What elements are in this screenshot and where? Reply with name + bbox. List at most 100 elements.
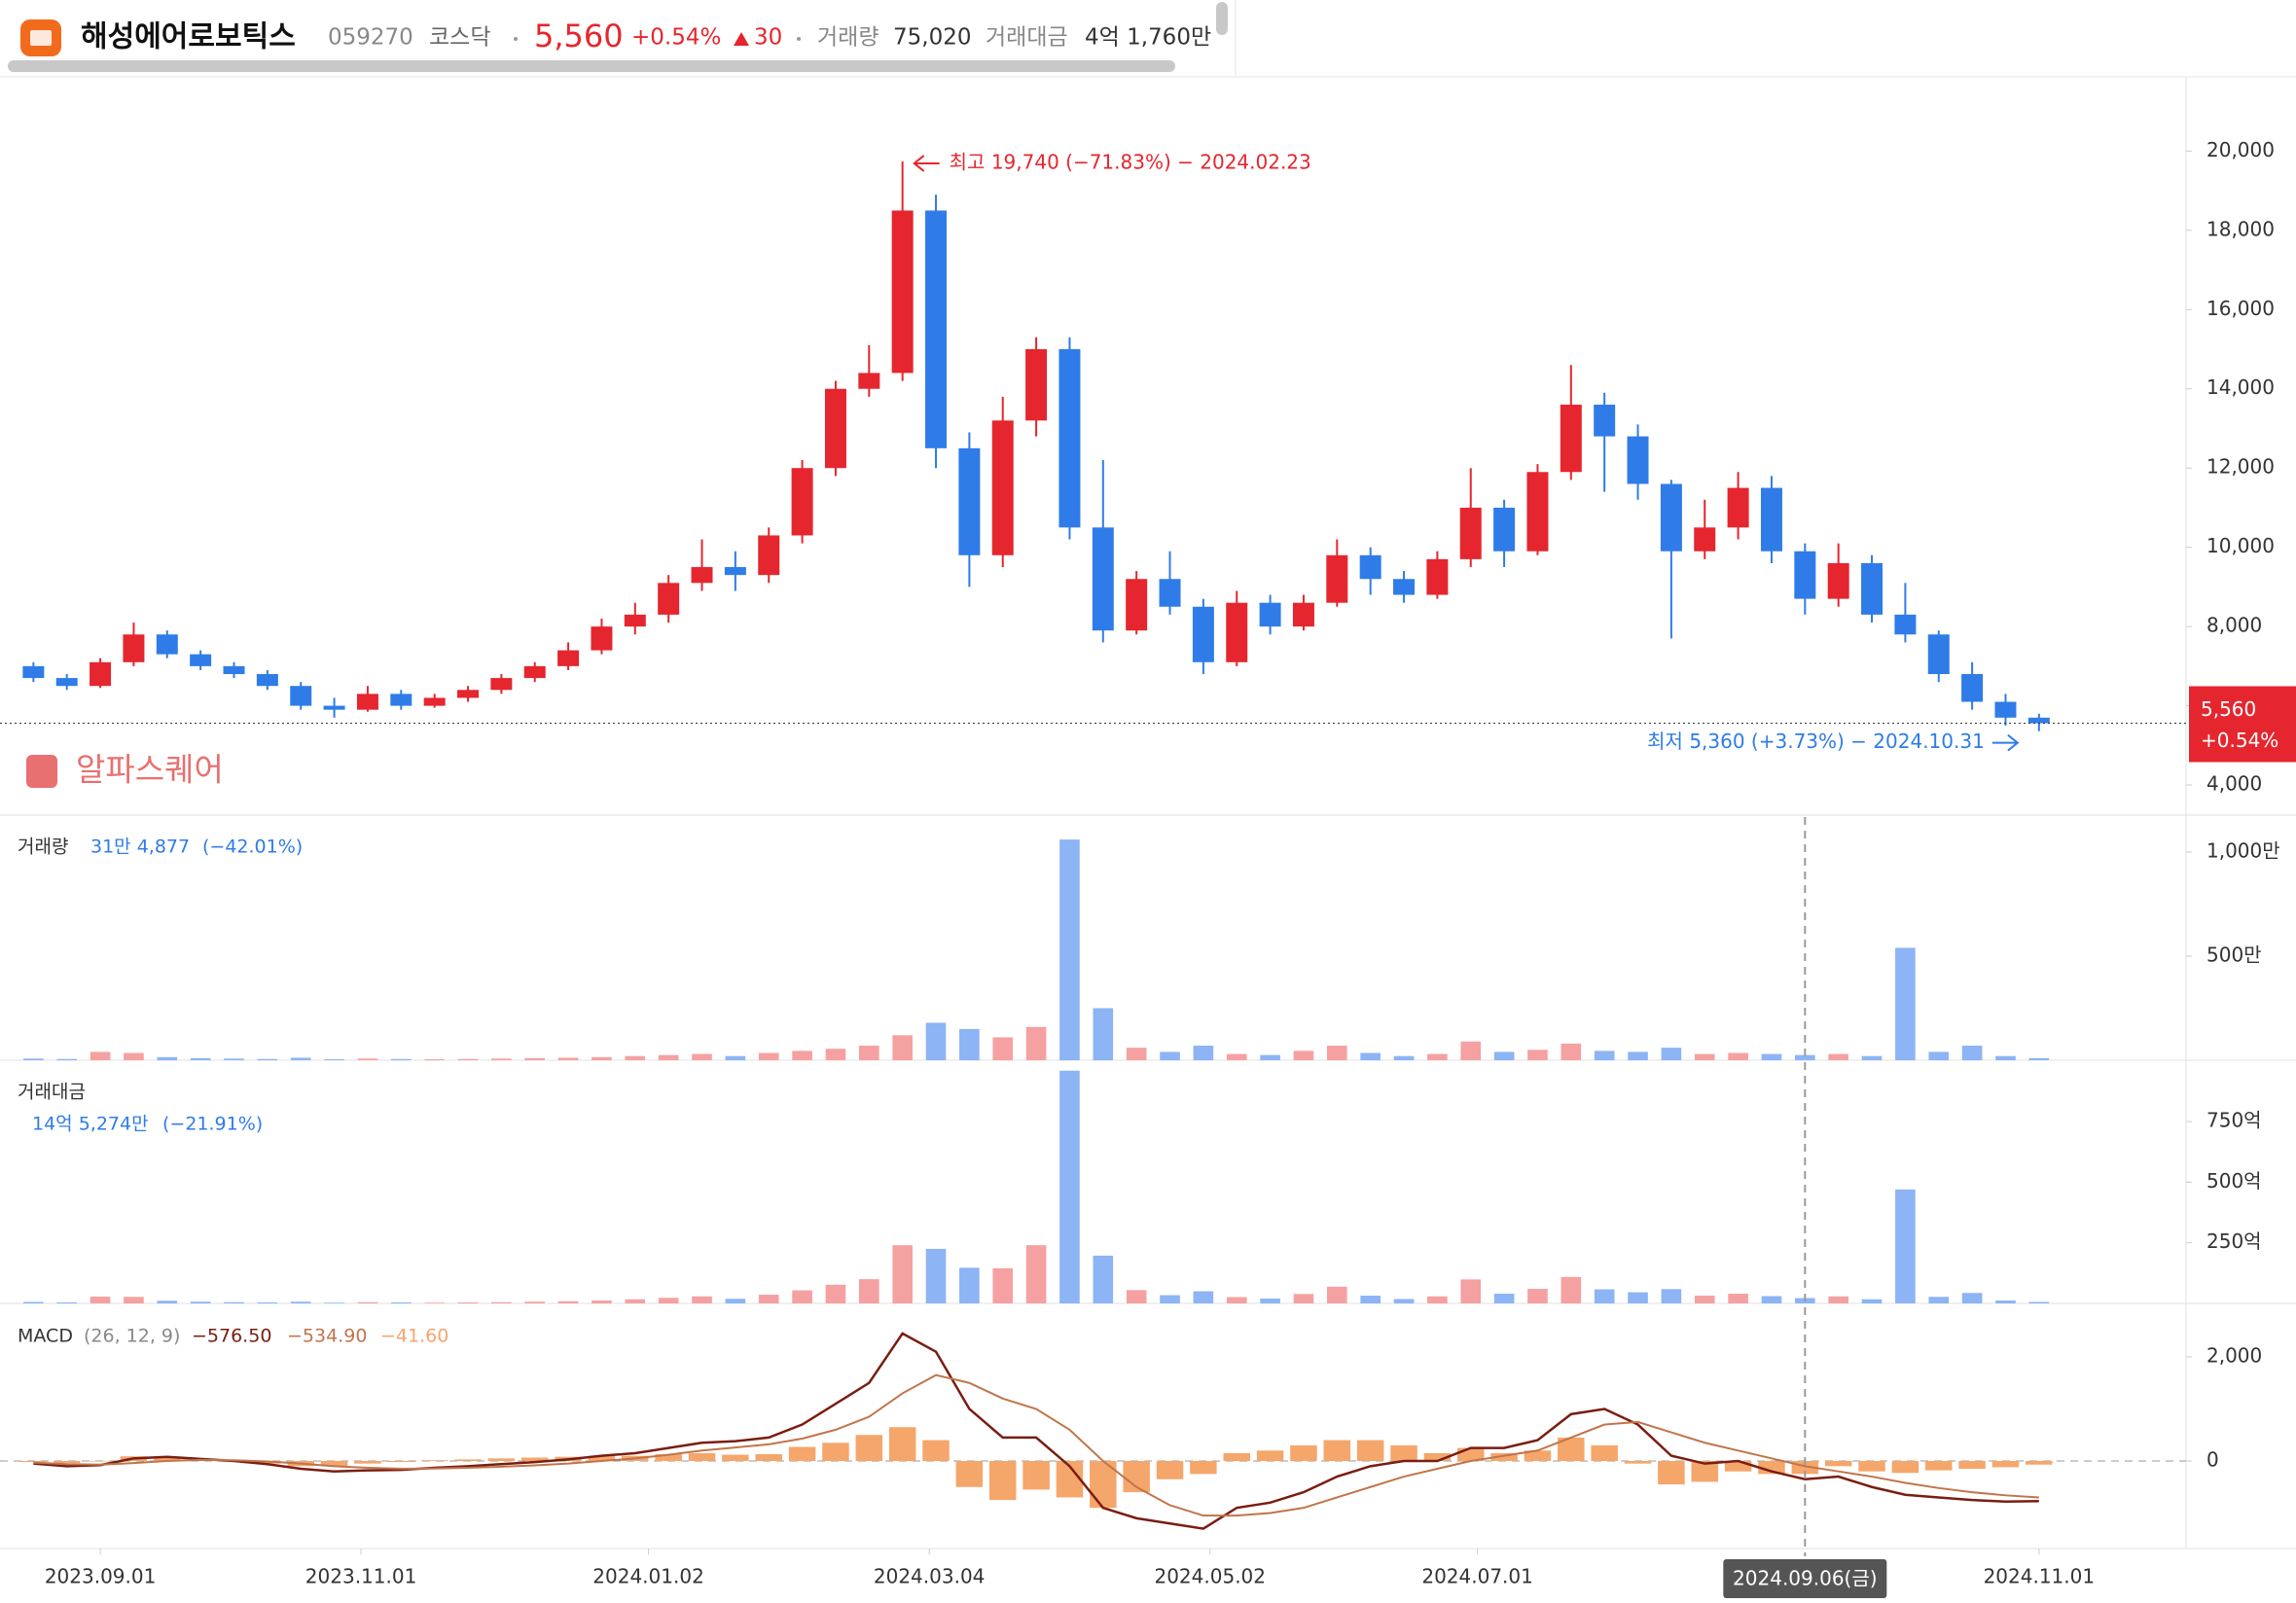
- volume-bar: [1025, 1026, 1047, 1060]
- annotation-arrow: [913, 155, 940, 172]
- volume-bar: [758, 1052, 779, 1060]
- volume-bar: [892, 1035, 913, 1060]
- last-change-label: +0.54%: [2201, 729, 2278, 752]
- macd-histogram: [955, 1460, 984, 1487]
- candle-body: [1927, 634, 1950, 674]
- x-tick-label: 2024.07.01: [1421, 1565, 1533, 1588]
- volume-bar: [992, 1037, 1014, 1060]
- candle-body: [1827, 562, 1849, 599]
- x-tick-label: 2023.11.01: [305, 1565, 417, 1588]
- volume-bar: [1561, 1043, 1582, 1060]
- trading_value-bar: [1360, 1296, 1381, 1303]
- macd-histogram: [420, 1460, 448, 1461]
- volume-bar: [157, 1056, 178, 1060]
- trading_value-bar: [1661, 1289, 1682, 1303]
- trading_value-bar: [1393, 1299, 1415, 1303]
- volume-bar: [1895, 947, 1916, 1060]
- trading_value-bar: [357, 1301, 378, 1303]
- candle-body: [1694, 527, 1716, 552]
- macd-histogram: [354, 1460, 381, 1464]
- macd-legend: −534.90: [287, 1326, 367, 1347]
- trading_value-bar: [692, 1296, 712, 1303]
- macd-histogram: [1223, 1452, 1250, 1461]
- x-tick-label: 2023.09.01: [45, 1565, 157, 1588]
- volume-bar: [1093, 1008, 1114, 1060]
- trading_value-bar: [992, 1267, 1014, 1303]
- macd-histogram: [822, 1443, 849, 1461]
- y-tick-label: 2,000: [2206, 1343, 2262, 1367]
- market: 코스닥: [429, 25, 490, 51]
- trading_value-bar: [56, 1302, 78, 1303]
- trading_value-bar: [1928, 1297, 1950, 1303]
- trading_value-bar: [1828, 1296, 1848, 1303]
- stock-name: 해성에어로보틱스: [81, 20, 296, 54]
- y-tick-label: 500만: [2206, 943, 2262, 966]
- trading_value-bar: [324, 1302, 344, 1303]
- candle-body: [1292, 602, 1314, 627]
- volume-bar: [692, 1053, 712, 1060]
- change-percent: +0.54%: [631, 25, 721, 51]
- macd-histogram: [1524, 1450, 1552, 1461]
- trading_value-bar: [1628, 1292, 1648, 1303]
- y-tick-label: 14,000: [2206, 375, 2275, 399]
- macd-histogram: [2026, 1460, 2053, 1465]
- candle-body: [1560, 405, 1582, 473]
- macd-histogram: [1691, 1460, 1718, 1482]
- macd-line: [33, 1373, 2039, 1517]
- trading_value-bar: [257, 1302, 278, 1303]
- candle-body: [523, 665, 546, 679]
- volume-bar: [1460, 1041, 1482, 1060]
- y-tick-label: 10,000: [2206, 534, 2275, 557]
- trading_value-bar: [1093, 1255, 1114, 1303]
- volume-bar: [1694, 1053, 1715, 1060]
- trading_value-bar: [1427, 1296, 1448, 1303]
- volume-bar: [224, 1058, 244, 1060]
- trading_value-bar: [1226, 1297, 1247, 1303]
- candle-body: [791, 468, 813, 536]
- last-price-box: [2189, 686, 2296, 763]
- volume-bar: [90, 1051, 111, 1060]
- trading_value-bar: [157, 1300, 178, 1303]
- macd-histogram: [1925, 1460, 1953, 1471]
- scrollbar[interactable]: [8, 60, 1175, 72]
- volume-bar: [56, 1058, 78, 1060]
- y-tick-label: 18,000: [2206, 217, 2275, 240]
- candle-body: [123, 634, 145, 662]
- macd-histogram: [1490, 1452, 1518, 1461]
- candle-body: [1727, 487, 1749, 528]
- stock-code: 059270: [328, 25, 413, 51]
- candle-body: [1226, 602, 1248, 662]
- trading_value-bar: [390, 1302, 412, 1303]
- macd-histogram: [1423, 1452, 1452, 1461]
- macd-histogram: [755, 1454, 782, 1461]
- annotation-arrow: [1991, 733, 2020, 752]
- macd-line: [33, 1332, 2039, 1530]
- volume-bar: [424, 1058, 445, 1060]
- candle-body: [156, 634, 178, 655]
- macd-histogram: [922, 1440, 950, 1461]
- macd-histogram: [1591, 1444, 1618, 1461]
- scrollbar-vertical[interactable]: [1216, 2, 1228, 35]
- volume-bar: [1160, 1051, 1180, 1060]
- volume-bar: [23, 1058, 44, 1060]
- separator-dot: [797, 37, 801, 41]
- trading_value-bar: [457, 1302, 479, 1303]
- candle-body: [691, 567, 713, 584]
- candle-body: [490, 678, 513, 691]
- volume-bar: [357, 1058, 378, 1060]
- volume-bar: [1761, 1053, 1782, 1060]
- trading_value-bar: [1493, 1294, 1515, 1303]
- macd-histogram: [87, 1460, 114, 1462]
- macd-histogram: [454, 1459, 482, 1461]
- macd-histogram: [855, 1435, 883, 1461]
- macd-histogram: [19, 1460, 48, 1463]
- candle-body: [1126, 579, 1148, 631]
- candle-body: [991, 420, 1014, 555]
- candle-body: [190, 654, 212, 666]
- volume-bar: [1493, 1051, 1515, 1060]
- macd-histogram: [1390, 1444, 1417, 1461]
- volume-bar: [825, 1049, 846, 1060]
- trading_value-bar: [1460, 1279, 1482, 1303]
- macd-histogram: [655, 1454, 682, 1461]
